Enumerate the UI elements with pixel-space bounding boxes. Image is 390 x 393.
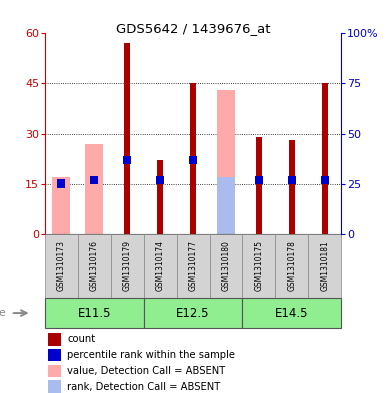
Text: GSM1310175: GSM1310175 bbox=[254, 241, 263, 291]
Bar bbox=[52, 177, 70, 234]
Bar bbox=[157, 160, 163, 234]
Bar bbox=[321, 176, 329, 184]
Text: GSM1310178: GSM1310178 bbox=[287, 241, 296, 291]
Text: value, Detection Call = ABSENT: value, Detection Call = ABSENT bbox=[67, 366, 225, 376]
Text: rank, Detection Call = ABSENT: rank, Detection Call = ABSENT bbox=[67, 382, 220, 392]
Bar bbox=[217, 177, 235, 234]
Bar bbox=[111, 234, 144, 298]
Bar bbox=[289, 140, 295, 234]
Bar bbox=[144, 234, 177, 298]
Text: GSM1310181: GSM1310181 bbox=[320, 241, 329, 291]
Bar bbox=[45, 234, 78, 298]
Bar bbox=[243, 234, 275, 298]
Bar bbox=[308, 234, 341, 298]
Bar bbox=[209, 234, 243, 298]
Bar bbox=[123, 156, 131, 164]
Text: GDS5642 / 1439676_at: GDS5642 / 1439676_at bbox=[116, 22, 270, 35]
Text: GSM1310176: GSM1310176 bbox=[90, 241, 99, 291]
Bar bbox=[255, 176, 263, 184]
Bar bbox=[288, 176, 296, 184]
Bar bbox=[322, 83, 328, 234]
Bar bbox=[57, 180, 65, 188]
Bar bbox=[243, 298, 341, 328]
Bar bbox=[45, 298, 144, 328]
Text: percentile rank within the sample: percentile rank within the sample bbox=[67, 350, 235, 360]
Bar bbox=[256, 137, 262, 234]
Text: GSM1310177: GSM1310177 bbox=[188, 241, 198, 291]
Text: GSM1310173: GSM1310173 bbox=[57, 241, 66, 291]
Bar bbox=[85, 143, 103, 234]
Bar bbox=[124, 43, 130, 234]
Bar bbox=[177, 234, 209, 298]
Text: count: count bbox=[67, 334, 95, 344]
Text: GSM1310180: GSM1310180 bbox=[222, 241, 230, 291]
Text: E14.5: E14.5 bbox=[275, 307, 308, 320]
Bar bbox=[48, 365, 61, 377]
Bar bbox=[156, 176, 164, 184]
Bar bbox=[48, 333, 61, 346]
Text: E12.5: E12.5 bbox=[176, 307, 210, 320]
Bar bbox=[189, 156, 197, 164]
Text: age: age bbox=[0, 308, 6, 318]
Bar bbox=[217, 90, 235, 234]
Bar bbox=[190, 83, 196, 234]
Bar bbox=[275, 234, 308, 298]
Text: E11.5: E11.5 bbox=[78, 307, 111, 320]
Bar bbox=[48, 380, 61, 393]
Bar bbox=[90, 176, 98, 184]
Bar bbox=[144, 298, 243, 328]
Text: GSM1310174: GSM1310174 bbox=[156, 241, 165, 291]
Bar bbox=[48, 349, 61, 362]
Text: GSM1310179: GSM1310179 bbox=[123, 241, 132, 291]
Bar bbox=[78, 234, 111, 298]
